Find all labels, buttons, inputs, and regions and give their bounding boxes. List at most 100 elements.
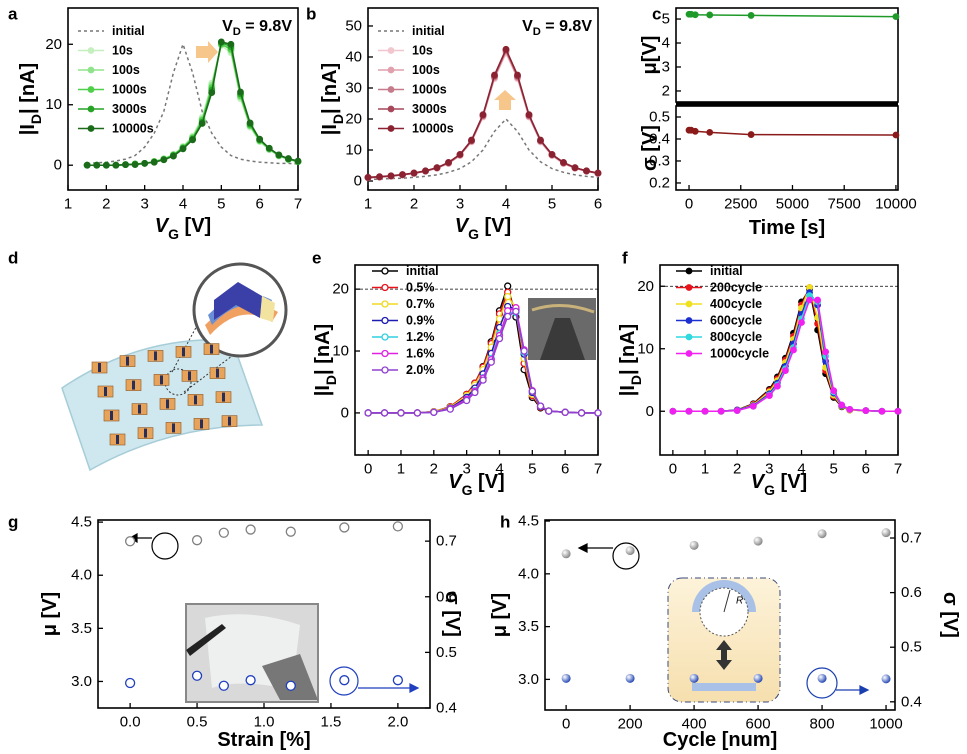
annotation: VD = 9.8V [522, 18, 592, 39]
arrow-head [579, 544, 587, 552]
series [686, 127, 899, 138]
y2-tick-label: 0.5 [436, 644, 457, 661]
device-illustration [62, 264, 286, 470]
marker [84, 162, 90, 168]
device-channel [138, 405, 141, 414]
x-tick-label: 1 [64, 196, 72, 213]
marker [748, 132, 754, 138]
y-tick-label: 10 [45, 96, 62, 113]
device-channel [98, 363, 101, 372]
marker [469, 137, 475, 143]
marker [626, 546, 635, 555]
device-channel [144, 429, 147, 438]
legend-marker [686, 301, 692, 307]
y-axis-label: μ [V] [39, 592, 61, 636]
marker [218, 39, 224, 45]
marker [766, 393, 772, 399]
marker [823, 349, 829, 355]
plot-frame [660, 265, 898, 455]
x-tick-label: 0.0 [120, 714, 141, 731]
marker [480, 112, 486, 118]
x-tick-label: 0.5 [187, 714, 208, 731]
y-tick-label: 3.5 [518, 618, 539, 635]
marker [496, 336, 502, 342]
legend-label: 800cycle [710, 330, 762, 344]
label-part: [V] [479, 215, 511, 237]
marker [549, 151, 555, 157]
marker [190, 137, 196, 143]
device-channel [216, 369, 219, 378]
x-tick-label: 1000 [869, 716, 902, 733]
y-tick-label: 4.0 [518, 565, 539, 582]
label-part: = 9.8V [241, 18, 292, 35]
marker [521, 348, 527, 354]
legend-marker [382, 285, 388, 291]
marker [377, 174, 383, 180]
marker [103, 162, 109, 168]
x-tick-label: 2 [733, 461, 741, 478]
x-tick-label: 1 [364, 196, 372, 213]
legend-marker [382, 334, 388, 340]
marker [123, 162, 129, 168]
panel-letter: c [652, 5, 661, 24]
marker [818, 529, 827, 538]
x-tick-label: 5 [217, 196, 225, 213]
marker [382, 410, 388, 416]
marker [209, 90, 215, 96]
series [670, 285, 901, 415]
x-tick-label: 0 [669, 461, 677, 478]
device-channel [154, 351, 157, 360]
legend-marker [388, 48, 394, 54]
label-part: D [628, 375, 644, 385]
label-part: V [522, 18, 533, 35]
marker [228, 41, 234, 47]
data-line [673, 296, 898, 412]
legend-label: 3000s [412, 102, 447, 116]
marker [257, 136, 263, 142]
label-part: D [28, 114, 44, 124]
marker [295, 158, 301, 164]
label-part: G [468, 226, 479, 242]
y-tick-label: 30 [345, 79, 362, 96]
x-tick-label: 3 [462, 461, 470, 478]
legend-marker [686, 351, 692, 357]
panel-letter: a [8, 5, 18, 24]
y-tick-label: 0 [341, 404, 349, 421]
label-part: |I [319, 124, 341, 135]
device-channel [172, 423, 175, 432]
panel-letter: b [306, 5, 316, 24]
marker [505, 294, 511, 300]
y-tick-label: 0 [354, 173, 362, 190]
device-channel [182, 347, 185, 356]
marker [492, 72, 498, 78]
bending-diagram: R [668, 578, 780, 702]
device-channel [116, 435, 119, 444]
marker [126, 537, 135, 546]
marker [831, 388, 837, 394]
marker [464, 398, 470, 404]
legend-marker [88, 48, 94, 54]
marker [748, 12, 754, 18]
x-tick-label: 5 [548, 196, 556, 213]
marker [707, 129, 713, 135]
series [670, 293, 901, 415]
x-axis-label: VG [V] [448, 471, 504, 498]
device-channel [228, 417, 231, 426]
label-part: [V] [473, 471, 505, 493]
marker [340, 676, 349, 685]
marker [365, 174, 371, 180]
marker [161, 157, 167, 163]
x-tick-label: 1.5 [321, 714, 342, 731]
label-part: = 9.8V [541, 18, 592, 35]
y2-tick-label: 0.4 [901, 693, 922, 710]
y2-axis-label: σ [V] [939, 592, 961, 638]
marker [538, 403, 544, 409]
legend-marker [388, 106, 394, 112]
legend-marker [686, 268, 692, 274]
legend-label: 10000s [112, 122, 154, 136]
y-tick-label: 3.0 [518, 671, 539, 688]
panel-letter: d [8, 249, 18, 268]
marker [626, 674, 635, 683]
y-tick-label: 5 [662, 11, 670, 28]
legend-label: 1.6% [406, 347, 435, 361]
